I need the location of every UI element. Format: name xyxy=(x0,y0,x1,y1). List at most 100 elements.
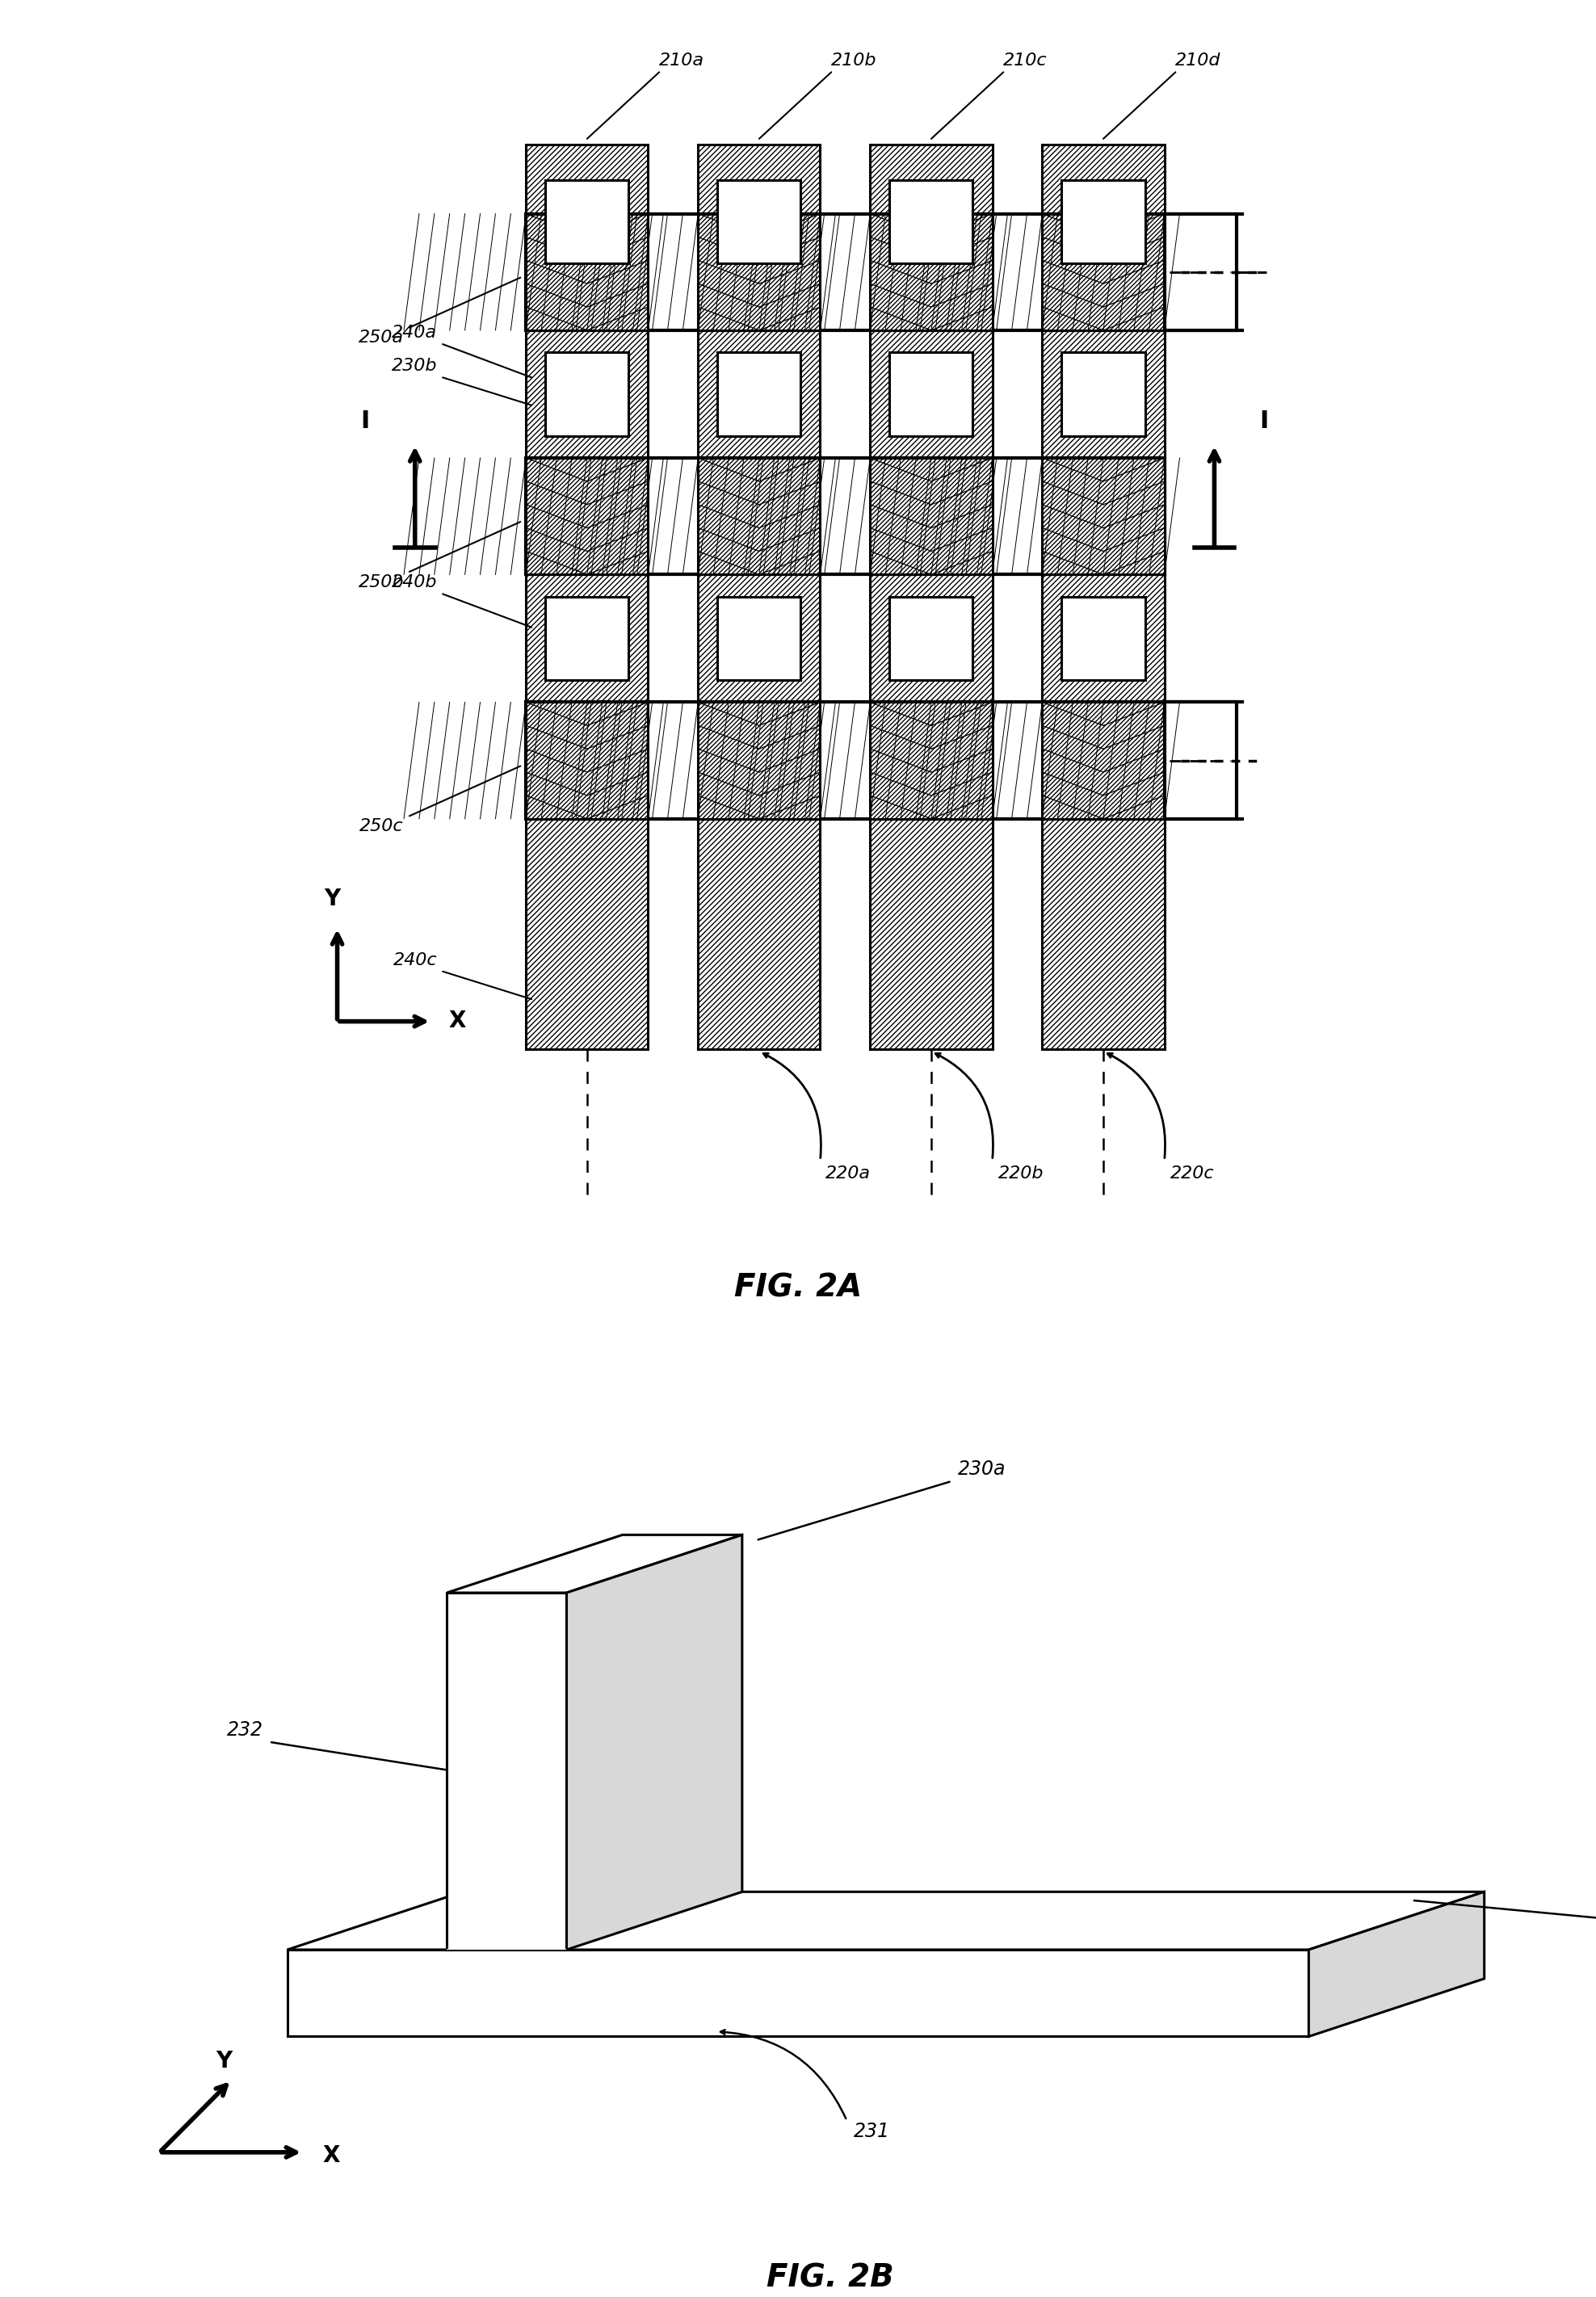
Bar xyxy=(718,181,801,264)
Bar xyxy=(870,457,993,574)
Bar xyxy=(697,703,820,818)
Text: 210c: 210c xyxy=(1004,53,1047,69)
Bar xyxy=(697,457,820,574)
Polygon shape xyxy=(287,1893,1484,1950)
Bar xyxy=(527,457,648,574)
Text: 250c: 250c xyxy=(359,818,404,834)
Bar xyxy=(1042,457,1165,574)
Bar xyxy=(870,703,993,818)
Bar xyxy=(697,703,820,818)
Bar xyxy=(1042,703,1165,818)
Bar xyxy=(1042,214,1165,331)
Bar xyxy=(527,703,648,818)
Bar xyxy=(870,703,993,818)
Bar xyxy=(527,703,648,818)
Bar xyxy=(546,181,629,264)
Bar xyxy=(527,703,648,818)
Bar xyxy=(1042,457,1165,574)
Bar xyxy=(527,214,648,331)
Bar xyxy=(1042,214,1165,331)
Bar xyxy=(870,457,993,574)
Bar xyxy=(697,214,820,331)
Bar xyxy=(870,703,993,818)
Bar xyxy=(1042,214,1165,331)
Text: X: X xyxy=(448,1008,466,1031)
Bar xyxy=(527,703,648,818)
Bar xyxy=(527,457,648,574)
Bar xyxy=(527,214,648,331)
Bar xyxy=(527,457,648,574)
Bar xyxy=(527,457,648,574)
Bar xyxy=(870,457,993,574)
Bar xyxy=(697,214,820,331)
Text: 240a: 240a xyxy=(393,324,437,340)
Bar xyxy=(1042,457,1165,574)
Bar xyxy=(697,145,820,1050)
Bar xyxy=(697,703,820,818)
Bar xyxy=(527,214,648,331)
Bar xyxy=(1042,214,1165,331)
Bar xyxy=(527,703,648,818)
Bar xyxy=(697,703,820,818)
Bar xyxy=(870,457,993,574)
Bar xyxy=(697,703,820,818)
Bar xyxy=(1042,214,1165,331)
Bar xyxy=(870,214,993,331)
Bar xyxy=(1042,703,1165,818)
Bar xyxy=(697,214,820,331)
Bar xyxy=(697,703,820,818)
Bar xyxy=(870,457,993,574)
Text: Y: Y xyxy=(324,887,340,910)
Bar xyxy=(527,214,648,331)
Text: 250a: 250a xyxy=(359,331,404,347)
Bar xyxy=(527,457,648,574)
Bar xyxy=(697,457,820,574)
Bar xyxy=(527,457,648,574)
Bar xyxy=(1042,457,1165,574)
Bar xyxy=(697,214,820,331)
Bar xyxy=(870,214,993,331)
Bar xyxy=(527,457,648,574)
Bar xyxy=(870,703,993,818)
Bar xyxy=(870,703,993,818)
Bar xyxy=(1042,214,1165,331)
Bar xyxy=(527,214,648,331)
Bar xyxy=(1042,457,1165,574)
Bar xyxy=(697,703,820,818)
Bar xyxy=(1042,214,1165,331)
Polygon shape xyxy=(447,1534,742,1592)
Bar xyxy=(1042,703,1165,818)
Bar xyxy=(1042,703,1165,818)
Bar xyxy=(527,214,648,331)
Bar xyxy=(1042,214,1165,331)
Bar xyxy=(527,457,648,574)
Bar xyxy=(870,703,993,818)
Bar xyxy=(527,214,648,331)
Bar xyxy=(889,181,974,264)
Bar xyxy=(870,214,993,331)
Bar xyxy=(870,457,993,574)
Bar xyxy=(697,457,820,574)
Bar xyxy=(870,214,993,331)
Bar xyxy=(870,214,993,331)
Bar xyxy=(697,214,820,331)
Bar xyxy=(1042,703,1165,818)
Bar xyxy=(870,703,993,818)
Bar xyxy=(1042,703,1165,818)
Bar xyxy=(527,703,648,818)
Bar xyxy=(527,703,648,818)
Text: FIG. 2A: FIG. 2A xyxy=(734,1273,862,1302)
Text: 240c: 240c xyxy=(393,951,437,967)
Bar xyxy=(870,457,993,574)
Bar xyxy=(697,214,820,331)
Bar xyxy=(1042,214,1165,331)
Bar xyxy=(527,214,648,331)
Bar xyxy=(870,703,993,818)
Bar xyxy=(697,703,820,818)
Bar xyxy=(870,703,993,818)
Bar xyxy=(527,214,648,331)
Text: 220b: 220b xyxy=(998,1165,1044,1183)
Bar xyxy=(1042,214,1165,331)
Bar xyxy=(1042,703,1165,818)
Bar xyxy=(1042,457,1165,574)
